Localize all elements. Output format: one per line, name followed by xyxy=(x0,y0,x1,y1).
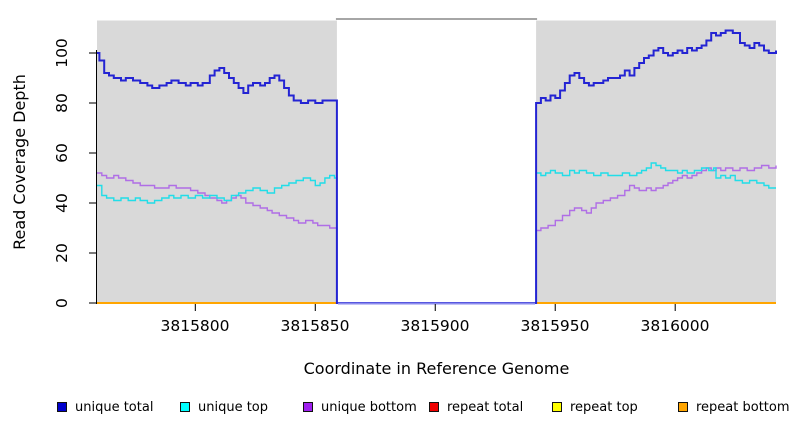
legend-item-repeat-top: repeat top xyxy=(552,399,638,415)
legend-item-unique-top: unique top xyxy=(180,399,269,415)
legend-label-repeat-top: repeat top xyxy=(570,399,638,415)
x-tick-label-3815950: 3815950 xyxy=(520,317,590,335)
x-tick-label-3815850: 3815850 xyxy=(280,317,350,335)
legend-item-unique-bottom: unique bottom xyxy=(303,399,417,415)
y-tick-label-60: 60 xyxy=(53,143,71,163)
x-axis-title: Coordinate in Reference Genome xyxy=(303,359,570,378)
legend-swatch-unique-total xyxy=(57,402,67,412)
series-unique-top xyxy=(97,162,776,304)
series-unique-bottom xyxy=(97,164,777,304)
x-tick-label-3815800: 3815800 xyxy=(160,317,230,335)
y-axis-title: Read Coverage Depth xyxy=(10,74,29,250)
shaded-region xyxy=(97,20,337,304)
legend-label-unique-top: unique top xyxy=(198,399,269,415)
legend-item-unique-total: unique total xyxy=(57,399,154,415)
legend-swatch-repeat-bottom xyxy=(678,402,688,412)
legend-swatch-unique-top xyxy=(180,402,190,412)
x-tick-label-3816000: 3816000 xyxy=(640,317,710,335)
legend-label-repeat-bottom: repeat bottom xyxy=(696,399,790,415)
legend-label-unique-total: unique total xyxy=(75,399,154,415)
legend-swatch-unique-bottom xyxy=(303,402,313,412)
y-tick-label-20: 20 xyxy=(53,243,71,263)
y-tick-label-100: 100 xyxy=(53,38,71,68)
y-tick-label-80: 80 xyxy=(53,93,71,113)
legend-item-repeat-total: repeat total xyxy=(429,399,524,415)
series-unique-total xyxy=(97,29,777,304)
shaded-region xyxy=(536,20,776,304)
x-tick-label-3815900: 3815900 xyxy=(400,317,470,335)
legend-item-repeat-bottom: repeat bottom xyxy=(678,399,790,415)
legend-label-repeat-total: repeat total xyxy=(447,399,524,415)
legend-swatch-repeat-total xyxy=(429,402,439,412)
legend-swatch-repeat-top xyxy=(552,402,562,412)
legend-label-unique-bottom: unique bottom xyxy=(321,399,417,415)
y-tick-label-0: 0 xyxy=(53,298,71,308)
y-tick-label-40: 40 xyxy=(53,193,71,213)
